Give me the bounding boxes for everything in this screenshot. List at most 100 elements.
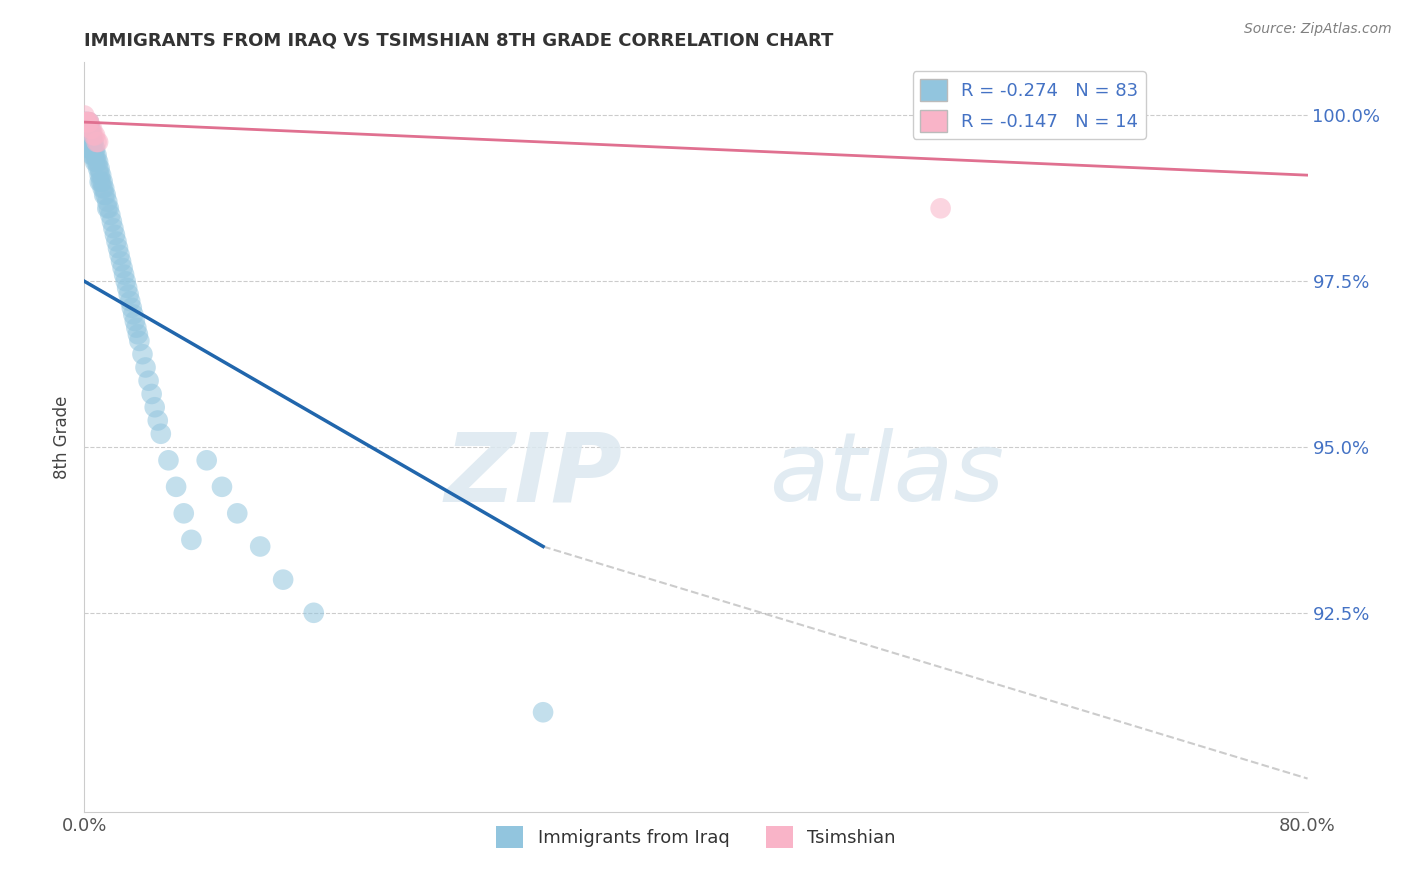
Point (87, 135, 110, 149)
Point (141, 387, 163, 401)
Point (121, 301, 143, 315)
Point (77, 142, 100, 156)
Point (115, 281, 138, 295)
Point (84, 128, 107, 143)
Point (90, 175, 112, 189)
Point (84, 148, 107, 162)
Point (79, 121, 101, 136)
Point (75, 115, 97, 129)
Point (107, 241, 129, 255)
Point (83, 142, 105, 156)
Point (79, 142, 101, 156)
Point (73, 115, 96, 129)
Point (80, 148, 103, 162)
Point (104, 227, 127, 242)
Point (118, 287, 141, 301)
Point (112, 268, 135, 282)
Point (111, 260, 134, 275)
Point (929, 202, 952, 216)
Point (77, 115, 100, 129)
Point (96, 202, 118, 216)
Point (87, 155, 110, 169)
Point (80, 142, 103, 156)
Point (73, 108, 96, 122)
Point (89, 168, 111, 182)
Point (76, 115, 98, 129)
Point (97, 202, 120, 216)
Point (128, 334, 150, 348)
Point (80, 128, 103, 143)
Legend: Immigrants from Iraq, Tsimshian: Immigrants from Iraq, Tsimshian (489, 819, 903, 855)
Point (79, 121, 101, 136)
Point (302, 606, 325, 620)
Point (531, 705, 554, 719)
Point (127, 327, 149, 342)
Point (110, 254, 132, 268)
Point (91, 175, 114, 189)
Point (91, 181, 114, 195)
Point (114, 274, 136, 288)
Text: Source: ZipAtlas.com: Source: ZipAtlas.com (1244, 22, 1392, 37)
Point (108, 248, 131, 262)
Text: IMMIGRANTS FROM IRAQ VS TSIMSHIAN 8TH GRADE CORRELATION CHART: IMMIGRANTS FROM IRAQ VS TSIMSHIAN 8TH GR… (84, 32, 834, 50)
Point (211, 480, 233, 494)
Point (76, 115, 98, 129)
Point (226, 506, 249, 520)
Point (83, 148, 105, 162)
Point (77, 121, 100, 136)
Point (157, 453, 180, 467)
Point (79, 135, 101, 149)
Point (120, 294, 142, 309)
Point (124, 314, 146, 328)
Point (93, 181, 115, 195)
Point (90, 168, 112, 182)
Point (125, 320, 148, 334)
Point (77, 128, 100, 143)
Point (77, 135, 100, 149)
Point (195, 453, 218, 467)
Point (271, 573, 294, 587)
Point (180, 533, 202, 547)
Point (75, 128, 97, 143)
Text: atlas: atlas (769, 428, 1004, 521)
Point (93, 188, 115, 202)
Point (89, 161, 111, 176)
Point (76, 115, 98, 129)
Point (173, 506, 195, 520)
Point (149, 426, 172, 441)
Point (138, 374, 160, 388)
Y-axis label: 8th Grade: 8th Grade (53, 395, 72, 479)
Point (146, 413, 169, 427)
Point (96, 194, 118, 209)
Point (76, 128, 98, 143)
Point (101, 214, 124, 228)
Point (75, 115, 97, 129)
Point (249, 540, 271, 554)
Point (86, 148, 108, 162)
Point (84, 155, 107, 169)
Text: ZIP: ZIP (444, 428, 623, 521)
Point (80, 121, 103, 136)
Point (105, 235, 128, 249)
Point (87, 161, 110, 176)
Point (103, 221, 125, 235)
Point (86, 155, 108, 169)
Point (135, 360, 157, 375)
Point (122, 307, 145, 321)
Point (79, 128, 101, 143)
Point (98, 208, 121, 222)
Point (131, 347, 153, 361)
Point (165, 480, 187, 494)
Point (84, 142, 107, 156)
Point (76, 135, 98, 149)
Point (80, 135, 103, 149)
Point (83, 128, 105, 143)
Point (75, 115, 97, 129)
Point (83, 135, 105, 149)
Point (77, 115, 100, 129)
Point (75, 121, 97, 136)
Point (75, 115, 97, 129)
Point (77, 115, 100, 129)
Point (94, 188, 117, 202)
Point (76, 121, 98, 136)
